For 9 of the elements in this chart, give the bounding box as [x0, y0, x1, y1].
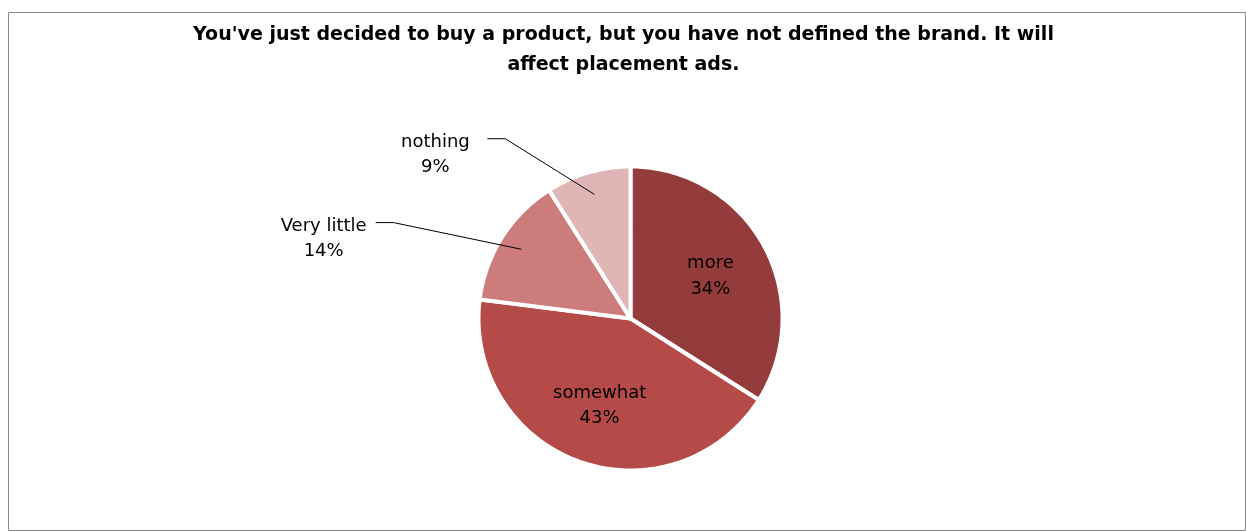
data-label: 14%	[303, 238, 344, 260]
data-label: 43%	[579, 406, 620, 428]
data-label: 9%	[421, 154, 450, 176]
slice-label: somewhat	[553, 381, 647, 403]
slice-label: nothing	[401, 129, 470, 151]
data-label: 34%	[690, 276, 731, 298]
slice-label: Very little	[280, 213, 367, 235]
slice-label: more	[687, 251, 734, 273]
chart-title: You've just decided to buy a product, but you have not defined the brand. It will affect placement ads.	[192, 21, 1054, 74]
